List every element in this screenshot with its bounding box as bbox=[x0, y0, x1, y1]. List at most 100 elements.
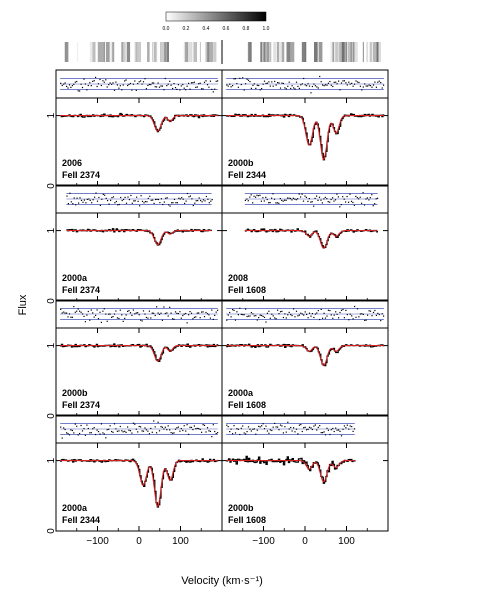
colorbar-tick-label: 1.0 bbox=[263, 26, 270, 32]
residual-point bbox=[154, 314, 156, 317]
residual-point bbox=[306, 85, 308, 87]
residual-point bbox=[250, 87, 252, 89]
residual-point bbox=[255, 433, 257, 435]
residual-point bbox=[152, 199, 154, 201]
residual-point bbox=[147, 317, 149, 319]
residual-point bbox=[268, 81, 270, 83]
residual-point bbox=[265, 321, 267, 323]
residual-point bbox=[156, 432, 158, 434]
residual-point bbox=[345, 309, 347, 311]
residual-point bbox=[151, 312, 153, 314]
residual-point bbox=[259, 194, 261, 196]
residual-point bbox=[67, 87, 69, 89]
residual-point bbox=[67, 203, 69, 205]
residual-point bbox=[106, 320, 108, 322]
residual-point bbox=[230, 428, 232, 430]
residual-point bbox=[148, 433, 150, 435]
residual-point bbox=[124, 430, 126, 432]
residual-point bbox=[232, 85, 234, 87]
residual-point bbox=[337, 196, 339, 198]
residual-point bbox=[256, 194, 258, 196]
residual-point bbox=[263, 80, 266, 82]
residual-point bbox=[145, 88, 147, 90]
residual-point bbox=[102, 80, 104, 82]
residual-point bbox=[348, 319, 350, 321]
residual-point bbox=[320, 308, 322, 310]
panel-epoch-label: 2000b bbox=[228, 503, 254, 513]
weight-strip-band bbox=[283, 42, 286, 62]
residual-point bbox=[208, 314, 210, 316]
residual-point bbox=[266, 430, 268, 432]
residual-point bbox=[292, 197, 294, 199]
residual-point bbox=[163, 306, 165, 308]
residual-point bbox=[179, 311, 181, 313]
residual-point bbox=[304, 311, 306, 313]
residual-point bbox=[340, 309, 343, 311]
residual-point bbox=[297, 433, 299, 435]
residual-point bbox=[132, 422, 134, 424]
residual-point bbox=[269, 85, 271, 87]
residual-point bbox=[137, 83, 139, 85]
residual-point bbox=[155, 198, 157, 201]
residual-point bbox=[146, 201, 148, 203]
residual-point bbox=[145, 316, 147, 319]
residual-point bbox=[313, 83, 315, 85]
y-axis-title: Flux bbox=[17, 294, 29, 315]
panel-ion-label: FeII 2374 bbox=[62, 170, 100, 180]
x-axis-title: Velocity (km·s⁻¹) bbox=[181, 575, 263, 587]
residual-point bbox=[68, 434, 71, 436]
residual-point bbox=[118, 203, 120, 206]
residual-point bbox=[281, 199, 283, 201]
residual-point bbox=[317, 310, 319, 312]
residual-point bbox=[186, 424, 188, 426]
residual-point bbox=[217, 309, 219, 311]
residual-point bbox=[326, 198, 328, 200]
residual-point bbox=[172, 432, 174, 434]
residual-point bbox=[108, 428, 110, 430]
residual-point bbox=[105, 79, 107, 81]
residual-point bbox=[374, 309, 376, 312]
residual-point bbox=[239, 77, 241, 79]
residual-point bbox=[295, 81, 298, 83]
weight-strip-band bbox=[161, 42, 165, 62]
residual-point bbox=[181, 197, 183, 199]
residual-point bbox=[289, 197, 292, 200]
residual-point bbox=[215, 432, 217, 435]
residual-point bbox=[308, 85, 311, 87]
panel-ion-label: FeII 1608 bbox=[228, 515, 266, 525]
residual-point bbox=[175, 202, 177, 204]
residual-point bbox=[150, 427, 152, 429]
residual-point bbox=[351, 426, 353, 428]
residual-point bbox=[84, 83, 86, 85]
residual-point bbox=[244, 199, 246, 201]
residual-point bbox=[214, 88, 216, 90]
residual-point bbox=[338, 80, 340, 82]
weight-strip-band bbox=[134, 42, 137, 62]
residual-point bbox=[275, 84, 277, 86]
residual-point bbox=[108, 313, 110, 315]
residual-point bbox=[147, 84, 149, 86]
residual-point bbox=[203, 81, 206, 83]
residual-point bbox=[89, 199, 91, 201]
weight-strip-band bbox=[105, 42, 110, 62]
residual-point bbox=[96, 200, 99, 202]
residual-point bbox=[288, 311, 290, 313]
residual-point bbox=[153, 420, 155, 422]
residual-point bbox=[285, 199, 287, 201]
residual-point bbox=[355, 316, 357, 318]
residual-point bbox=[80, 424, 82, 427]
residual-point bbox=[102, 310, 104, 312]
residual-point bbox=[375, 86, 377, 88]
x-tick-label: −100 bbox=[252, 536, 275, 547]
weight-strip-band bbox=[341, 42, 345, 62]
residual-point bbox=[269, 429, 271, 431]
residual-point bbox=[163, 201, 165, 203]
residual-point bbox=[70, 316, 72, 318]
residual-point bbox=[64, 428, 66, 431]
residual-point bbox=[319, 425, 321, 427]
residual-point bbox=[123, 198, 125, 200]
residual-point bbox=[246, 78, 248, 80]
residual-point bbox=[271, 197, 273, 199]
model-fit-line bbox=[226, 460, 355, 483]
